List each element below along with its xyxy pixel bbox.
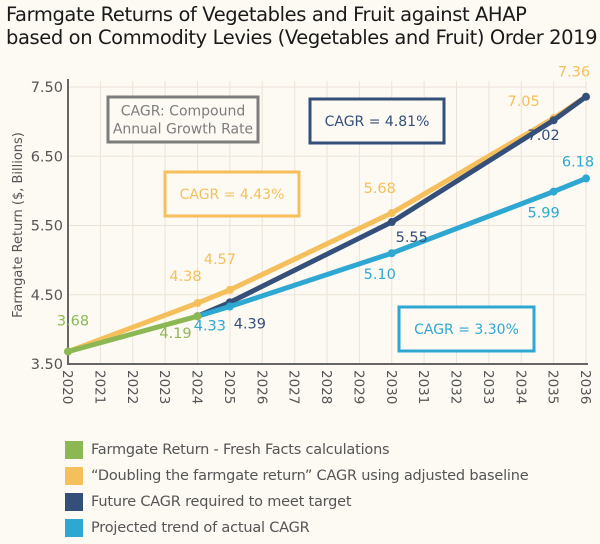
legend-swatch-light-blue [65, 519, 83, 537]
data-label-doubling: 4.57 [204, 252, 236, 268]
x-tick-labels: 2020 2021 2022 2023 2024 2025 2026 2027 2028 2029… [59, 370, 593, 404]
series-lines [64, 92, 590, 356]
legend-label: Projected trend of actual CAGR [91, 520, 310, 536]
y-tick-label: 4.50 [31, 288, 63, 304]
x-tick-label: 2028 [318, 370, 334, 404]
annotation-box [106, 95, 260, 144]
x-tick-label: 2022 [124, 370, 140, 404]
legend-item-projected[interactable]: Projected trend of actual CAGR [65, 515, 528, 541]
x-tick-label: 2036 [577, 370, 593, 404]
y-tick-label: 3.50 [31, 357, 63, 373]
chart-title-line-1: Farmgate Returns of Vegetables and Fruit… [6, 3, 527, 26]
y-tick-label: 7.50 [31, 80, 63, 96]
axes [67, 79, 588, 365]
y-tick-labels: 3.50 4.50 5.50 6.50 7.50 [31, 80, 63, 373]
x-tick-label: 2035 [545, 370, 561, 404]
legend-label: “Doubling the farmgate return” CAGR usin… [91, 468, 529, 484]
annotation-doubling: CAGR = 4.43% [163, 170, 301, 218]
annotation-text: CAGR = 3.30% [414, 322, 519, 338]
y-tick-label: 6.50 [31, 149, 63, 165]
data-point-doubling [225, 285, 234, 294]
legend: Farmgate Return - Fresh Facts calculatio… [65, 437, 529, 541]
data-point-future-cagr [387, 218, 396, 227]
data-point-doubling [387, 209, 396, 218]
x-tick-label: 2020 [59, 370, 75, 404]
annotation-text: CAGR = 4.43% [180, 187, 285, 203]
x-tick-label: 2023 [156, 370, 172, 404]
annotation-text: Annual Growth Rate [113, 122, 253, 138]
annotation-future: CAGR = 4.81% [308, 97, 446, 145]
legend-item-future-cagr[interactable]: Future CAGR required to meet target [65, 489, 528, 515]
data-point-doubling [193, 299, 202, 308]
annotation-box [397, 305, 536, 353]
series-line-fresh-facts [65, 313, 200, 355]
annotation-box [308, 97, 446, 145]
annotation-text: CAGR: Compound [121, 104, 245, 120]
data-label-projected: 6.18 [562, 154, 594, 170]
data-label-future-cagr: 7.02 [527, 128, 559, 144]
x-tick-label: 2032 [448, 370, 464, 404]
y-tick-label: 5.50 [31, 219, 63, 235]
legend-item-fresh-facts[interactable]: Farmgate Return - Fresh Facts calculatio… [65, 437, 528, 463]
annotation-projected: CAGR = 3.30% [397, 305, 536, 353]
annotation-definition: CAGR: Compound Annual Growth Rate [106, 95, 260, 144]
data-point-fresh-facts [193, 312, 202, 321]
legend-swatch-yellow [65, 467, 83, 485]
data-labels: 3.68 4.19 4.384.57 5.68 7.05 7.36 4.39 5.55 7.02… [57, 65, 594, 343]
data-label-fresh-facts: 3.68 [57, 314, 89, 330]
data-label-future-cagr: 4.39 [234, 316, 266, 332]
data-label-projected: 5.10 [364, 267, 396, 283]
chart-title: Farmgate Returns of Vegetables and Fruit… [6, 3, 600, 49]
data-label-future-cagr: 5.55 [396, 230, 428, 246]
data-point-projected [582, 174, 590, 183]
chart-title-line-2: based on Commodity Levies (Vegetables an… [6, 26, 598, 49]
legend-swatch-navy [65, 493, 83, 511]
data-point-projected [387, 249, 396, 258]
data-label-projected: 5.99 [527, 206, 559, 222]
data-label-doubling: 4.38 [169, 269, 201, 285]
x-tick-label: 2025 [221, 370, 237, 404]
x-tick-label: 2026 [253, 370, 269, 404]
legend-label: Farmgate Return - Fresh Facts calculatio… [91, 442, 390, 458]
data-label-doubling: 5.68 [364, 181, 396, 197]
y-axis-label: Farmgate Return ($, Billions) [11, 132, 26, 318]
legend-item-doubling[interactable]: “Doubling the farmgate return” CAGR usin… [65, 463, 529, 489]
x-tick-label: 2027 [286, 370, 302, 404]
data-label-projected: 4.33 [194, 319, 226, 335]
x-tick-label: 2024 [189, 370, 205, 404]
data-point-projected [225, 302, 234, 311]
data-point-future-cagr [549, 116, 558, 125]
legend-swatch-green [65, 441, 83, 459]
x-tick-label: 2021 [91, 370, 107, 404]
x-tick-label: 2030 [383, 370, 399, 404]
data-point-future-cagr [582, 92, 590, 101]
annotation-box [163, 170, 301, 218]
x-tick-label: 2031 [415, 370, 431, 404]
legend-label: Future CAGR required to meet target [91, 494, 352, 510]
annotations: CAGR: Compound Annual Growth Rate CAGR = 4… [106, 95, 536, 353]
annotation-text: CAGR = 4.81% [325, 114, 430, 130]
data-label-fresh-facts: 4.19 [159, 326, 191, 342]
data-label-doubling: 7.36 [558, 65, 590, 81]
data-point-projected [549, 187, 558, 196]
x-tick-label: 2029 [350, 370, 366, 404]
data-point-fresh-facts [64, 347, 72, 356]
x-tick-label: 2033 [480, 370, 496, 404]
data-label-doubling: 7.05 [507, 94, 539, 110]
x-tick-label: 2034 [512, 370, 528, 404]
